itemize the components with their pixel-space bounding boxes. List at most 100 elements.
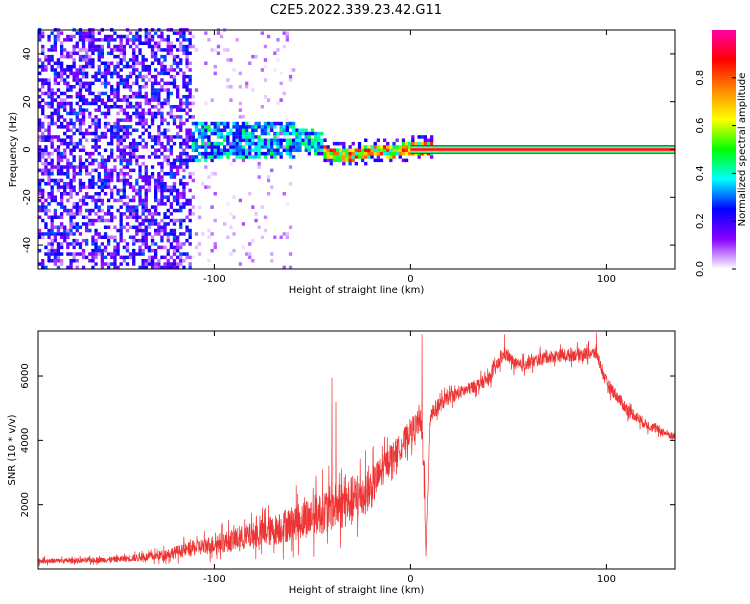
spectrogram-cell bbox=[50, 248, 54, 253]
spectrogram-cell bbox=[110, 148, 114, 152]
spectrogram-cell bbox=[119, 81, 123, 86]
spectrogram-cell bbox=[179, 232, 183, 236]
spectrogram-cell bbox=[38, 151, 42, 156]
spectrogram-cell bbox=[163, 58, 167, 62]
spectrogram-cell bbox=[160, 121, 164, 126]
spectrogram-cell bbox=[179, 208, 183, 213]
spectrogram-cell bbox=[292, 128, 296, 132]
spectrogram-cell bbox=[188, 128, 192, 132]
spectrogram-cell bbox=[69, 188, 73, 193]
spectrogram-cell bbox=[50, 151, 54, 156]
spectrogram-cell bbox=[78, 178, 83, 183]
spectrogram-cell bbox=[288, 141, 293, 146]
spectrogram-cell bbox=[232, 148, 236, 152]
spectrogram-cell bbox=[191, 101, 195, 106]
spectrogram-cell bbox=[179, 245, 183, 250]
spectrogram-cell bbox=[53, 81, 57, 86]
spectrogram-cell bbox=[270, 148, 274, 152]
spectrogram-cell bbox=[85, 138, 89, 142]
spectrogram-cell bbox=[154, 242, 158, 246]
spectrogram-cell bbox=[279, 141, 283, 146]
spectrogram-cell bbox=[163, 265, 167, 270]
spectrogram-cell bbox=[44, 245, 48, 250]
spectrogram-cell bbox=[160, 178, 164, 183]
spectrogram-cell bbox=[160, 255, 164, 260]
spectrogram-y-tick-label: -40 bbox=[22, 237, 33, 253]
spectrogram-cell bbox=[266, 34, 271, 39]
spectrogram-cell bbox=[144, 198, 148, 203]
spectrogram-cell bbox=[282, 128, 286, 132]
spectrogram-cell bbox=[119, 255, 123, 260]
spectrogram-cell bbox=[122, 58, 126, 62]
spectrogram-cell bbox=[69, 111, 73, 116]
spectrogram-cell bbox=[110, 178, 114, 183]
spectrogram-cell bbox=[60, 225, 64, 229]
spectrogram-cell bbox=[69, 262, 73, 266]
spectrogram-cell bbox=[251, 125, 255, 129]
spectrogram-cell bbox=[147, 68, 152, 72]
spectrogram-cell bbox=[110, 252, 114, 256]
spectrogram-cell bbox=[204, 145, 208, 149]
spectrogram-cell bbox=[185, 58, 189, 62]
spectrogram-cell bbox=[97, 31, 101, 35]
spectrogram-cell bbox=[60, 158, 64, 163]
spectrogram-cell bbox=[383, 148, 387, 152]
spectrogram-cell bbox=[176, 135, 180, 139]
spectrogram-cell bbox=[100, 101, 104, 106]
spectrogram-cell bbox=[91, 175, 95, 179]
spectrogram-cell bbox=[50, 88, 54, 92]
spectrogram-cell bbox=[254, 155, 258, 159]
spectrogram-cell bbox=[141, 228, 145, 233]
spectrogram-cell bbox=[163, 38, 167, 42]
spectrogram-cell bbox=[91, 222, 95, 226]
spectrogram-cell bbox=[263, 64, 268, 69]
spectrogram-cell bbox=[69, 212, 73, 216]
spectrogram-cell bbox=[191, 141, 195, 146]
spectrogram-cell bbox=[263, 141, 268, 146]
spectrogram-cell bbox=[207, 235, 211, 239]
spectrogram-cell bbox=[204, 128, 208, 132]
spectrogram-cell bbox=[116, 118, 120, 122]
spectrogram-cell bbox=[81, 161, 86, 166]
spectrogram-cell bbox=[50, 121, 54, 126]
spectrogram-cell bbox=[314, 141, 318, 146]
spectrogram-cell bbox=[88, 172, 92, 176]
spectrogram-cell bbox=[122, 48, 126, 52]
spectrogram-cell bbox=[141, 235, 145, 239]
spectrogram-cell bbox=[50, 195, 54, 199]
spectrogram-cell bbox=[128, 58, 133, 62]
spectrogram-cell bbox=[85, 225, 89, 229]
spectrogram-cell bbox=[75, 141, 79, 146]
spectrogram-cell bbox=[91, 185, 95, 189]
spectrogram-cell bbox=[138, 88, 142, 92]
spectrogram-cell bbox=[125, 151, 130, 156]
spectrogram-cell bbox=[100, 158, 104, 163]
spectrogram-cell bbox=[254, 141, 258, 146]
spectrogram-cell bbox=[144, 121, 148, 126]
spectrogram-cell bbox=[182, 161, 186, 166]
spectrogram-cell bbox=[69, 51, 73, 55]
spectrogram-cell bbox=[172, 195, 177, 199]
spectrogram-cell bbox=[103, 131, 108, 136]
spectrogram-cell bbox=[176, 95, 180, 99]
spectrogram-cell bbox=[357, 155, 362, 159]
spectrogram-cell bbox=[182, 175, 186, 179]
spectrogram-cell bbox=[154, 148, 158, 152]
spectrogram-cell bbox=[342, 158, 346, 163]
spectrogram-cell bbox=[141, 175, 145, 179]
spectrogram-cell bbox=[47, 91, 51, 96]
spectrogram-cell bbox=[172, 228, 177, 233]
spectrogram-cell bbox=[135, 148, 139, 152]
spectrogram-cell bbox=[41, 105, 45, 109]
spectrogram-cell bbox=[91, 131, 95, 136]
spectrogram-cell bbox=[113, 265, 117, 270]
spectrogram-cell bbox=[66, 265, 70, 270]
spectrogram-cell bbox=[386, 145, 390, 149]
spectrogram-cell bbox=[226, 148, 230, 152]
spectrogram-cell bbox=[238, 145, 242, 149]
spectrogram-cell bbox=[66, 192, 70, 196]
spectrogram-cell bbox=[191, 172, 195, 176]
spectrogram-cell bbox=[204, 101, 208, 106]
spectrogram-cell bbox=[251, 131, 255, 136]
spectrogram-cell bbox=[132, 95, 136, 99]
